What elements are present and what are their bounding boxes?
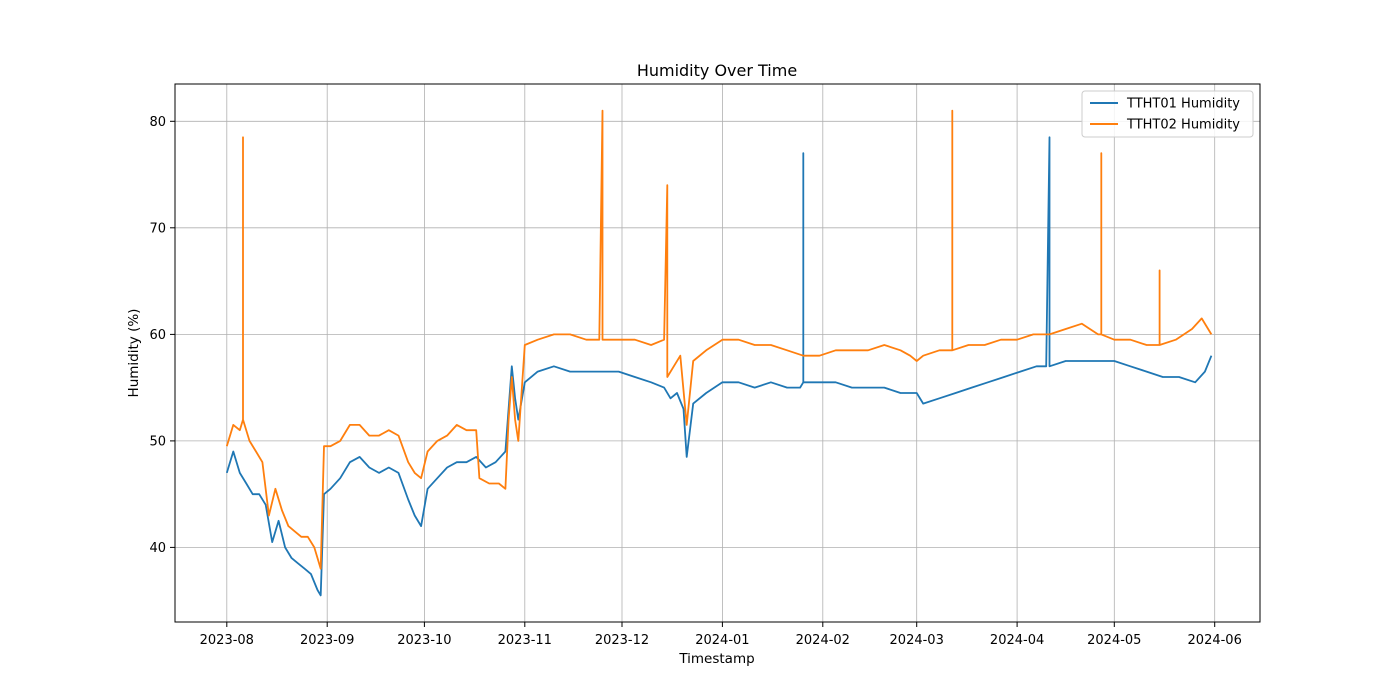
x-tick-label: 2024-05 [1087, 633, 1141, 648]
x-tick-label: 2024-02 [796, 633, 850, 648]
y-tick-label: 70 [149, 221, 166, 236]
series-line-ttht02 [225, 109, 1213, 570]
legend: TTHT01 Humidity TTHT02 Humidity [1081, 90, 1254, 138]
x-tick-label: 2024-01 [695, 633, 749, 648]
x-tick-label: 2023-08 [200, 633, 254, 648]
chart-title: Humidity Over Time [637, 61, 797, 80]
legend-label-ttht02: TTHT02 Humidity [1126, 118, 1240, 133]
y-tick-label: 40 [149, 541, 166, 556]
x-tick-label: 2024-03 [890, 633, 944, 648]
y-tick-label: 60 [149, 328, 166, 343]
x-axis-ticks: 2023-08 2023-09 2023-10 2023-11 2023-12 2024-… [200, 622, 1242, 648]
y-tick-label: 50 [149, 434, 166, 449]
grid-lines [175, 84, 1260, 622]
x-tick-label: 2023-11 [498, 633, 552, 648]
legend-box [1081, 90, 1254, 138]
x-tick-label: 2024-04 [990, 633, 1044, 648]
x-axis-label: Timestamp [678, 651, 754, 667]
x-tick-label: 2023-12 [595, 633, 649, 648]
series-line-ttht01 [225, 136, 1213, 597]
x-tick-label: 2024-06 [1188, 633, 1242, 648]
y-axis-label: Humidity (%) [126, 309, 142, 398]
y-tick-label: 80 [149, 115, 166, 130]
x-tick-label: 2023-09 [300, 633, 354, 648]
plot-frame [174, 83, 1261, 623]
y-axis-ticks: 40 50 60 70 80 [149, 115, 175, 556]
x-tick-label: 2023-10 [397, 633, 451, 648]
series-lines [225, 109, 1213, 597]
legend-label-ttht01: TTHT01 Humidity [1126, 97, 1240, 112]
